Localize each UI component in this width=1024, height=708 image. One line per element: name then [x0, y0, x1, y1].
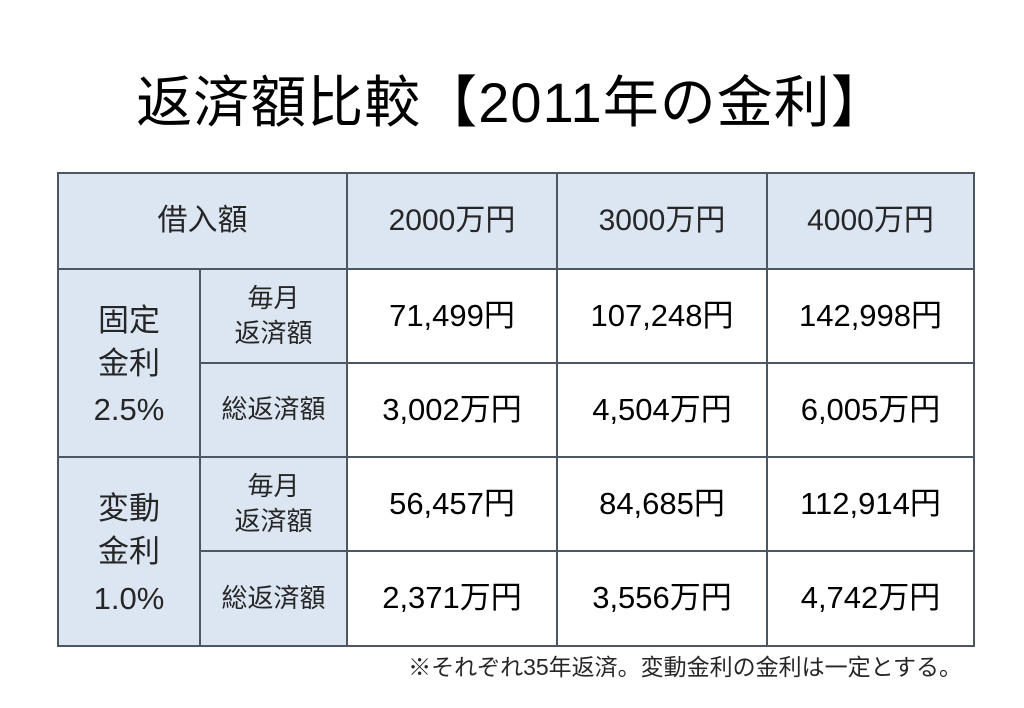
fixed-rate-value: 2.5%	[93, 392, 165, 428]
header-column-2000: 2000万円	[348, 174, 556, 268]
repayment-comparison-table: 借入額 2000万円 3000万円 4000万円 固定 金利 2.5% 毎月 返…	[57, 172, 975, 647]
value-variable-total-4000: 4,742万円	[800, 580, 941, 616]
row-label-variable-total: 総返済額	[201, 552, 346, 645]
value-cell-variable-total-3000: 3,556万円	[558, 552, 766, 645]
slide-title: 返済額比較【2011年の金利】	[136, 71, 888, 134]
row-label-variable-monthly: 毎月 返済額	[201, 458, 346, 550]
value-fixed-total-2000: 3,002万円	[382, 391, 522, 427]
value-variable-total-3000: 3,556万円	[592, 580, 732, 616]
row-label-fixed-total: 総返済額	[201, 364, 346, 456]
value-fixed-monthly-4000: 142,998円	[798, 297, 943, 333]
header-column-2000-label: 2000万円	[388, 204, 516, 237]
variable-rate-name-line2: 金利	[98, 534, 160, 570]
value-fixed-monthly-3000: 107,248円	[590, 297, 734, 333]
header-column-3000: 3000万円	[558, 174, 766, 268]
value-variable-monthly-4000: 112,914円	[800, 485, 941, 521]
variable-monthly-label-line1: 毎月	[247, 470, 300, 501]
fixed-rate-name-line2: 金利	[98, 345, 160, 381]
value-cell-variable-total-4000: 4,742万円	[768, 552, 973, 645]
value-variable-monthly-2000: 56,457円	[389, 485, 515, 521]
value-cell-fixed-monthly-4000: 142,998円	[768, 270, 973, 362]
value-variable-monthly-3000: 84,685円	[599, 485, 725, 521]
value-fixed-total-4000: 6,005万円	[800, 391, 941, 427]
value-cell-fixed-total-3000: 4,504万円	[558, 364, 766, 456]
value-cell-fixed-monthly-2000: 71,499円	[348, 270, 556, 362]
fixed-total-label: 総返済額	[221, 394, 326, 425]
value-fixed-total-3000: 4,504万円	[592, 391, 732, 427]
value-cell-fixed-total-2000: 3,002万円	[348, 364, 556, 456]
group-cell-variable-rate: 変動 金利 1.0%	[59, 458, 199, 645]
variable-monthly-label-line2: 返済額	[234, 506, 313, 536]
fixed-monthly-label-line1: 毎月	[247, 282, 300, 313]
value-cell-variable-monthly-3000: 84,685円	[558, 458, 766, 550]
value-cell-variable-monthly-2000: 56,457円	[348, 458, 556, 550]
fixed-rate-name-line1: 固定	[98, 302, 160, 338]
value-fixed-monthly-2000: 71,499円	[389, 297, 515, 333]
value-cell-variable-total-2000: 2,371万円	[348, 552, 556, 645]
header-loan-amount-cell: 借入額	[59, 174, 346, 268]
footnote: ※それぞれ35年返済。変動金利の金利は一定とする。	[408, 654, 962, 680]
value-cell-variable-monthly-4000: 112,914円	[768, 458, 973, 550]
header-column-4000: 4000万円	[768, 174, 973, 268]
header-column-4000-label: 4000万円	[807, 204, 934, 237]
variable-rate-name-line1: 変動	[98, 491, 160, 527]
value-variable-total-2000: 2,371万円	[382, 580, 522, 616]
fixed-monthly-label-line2: 返済額	[234, 318, 313, 348]
header-column-3000-label: 3000万円	[598, 204, 726, 237]
variable-rate-value: 1.0%	[93, 580, 165, 616]
value-cell-fixed-monthly-3000: 107,248円	[558, 270, 766, 362]
row-label-fixed-monthly: 毎月 返済額	[201, 270, 346, 362]
value-cell-fixed-total-4000: 6,005万円	[768, 364, 973, 456]
header-loan-amount-label: 借入額	[157, 204, 248, 237]
group-cell-fixed-rate: 固定 金利 2.5%	[59, 270, 199, 456]
variable-total-label: 総返済額	[221, 582, 326, 613]
